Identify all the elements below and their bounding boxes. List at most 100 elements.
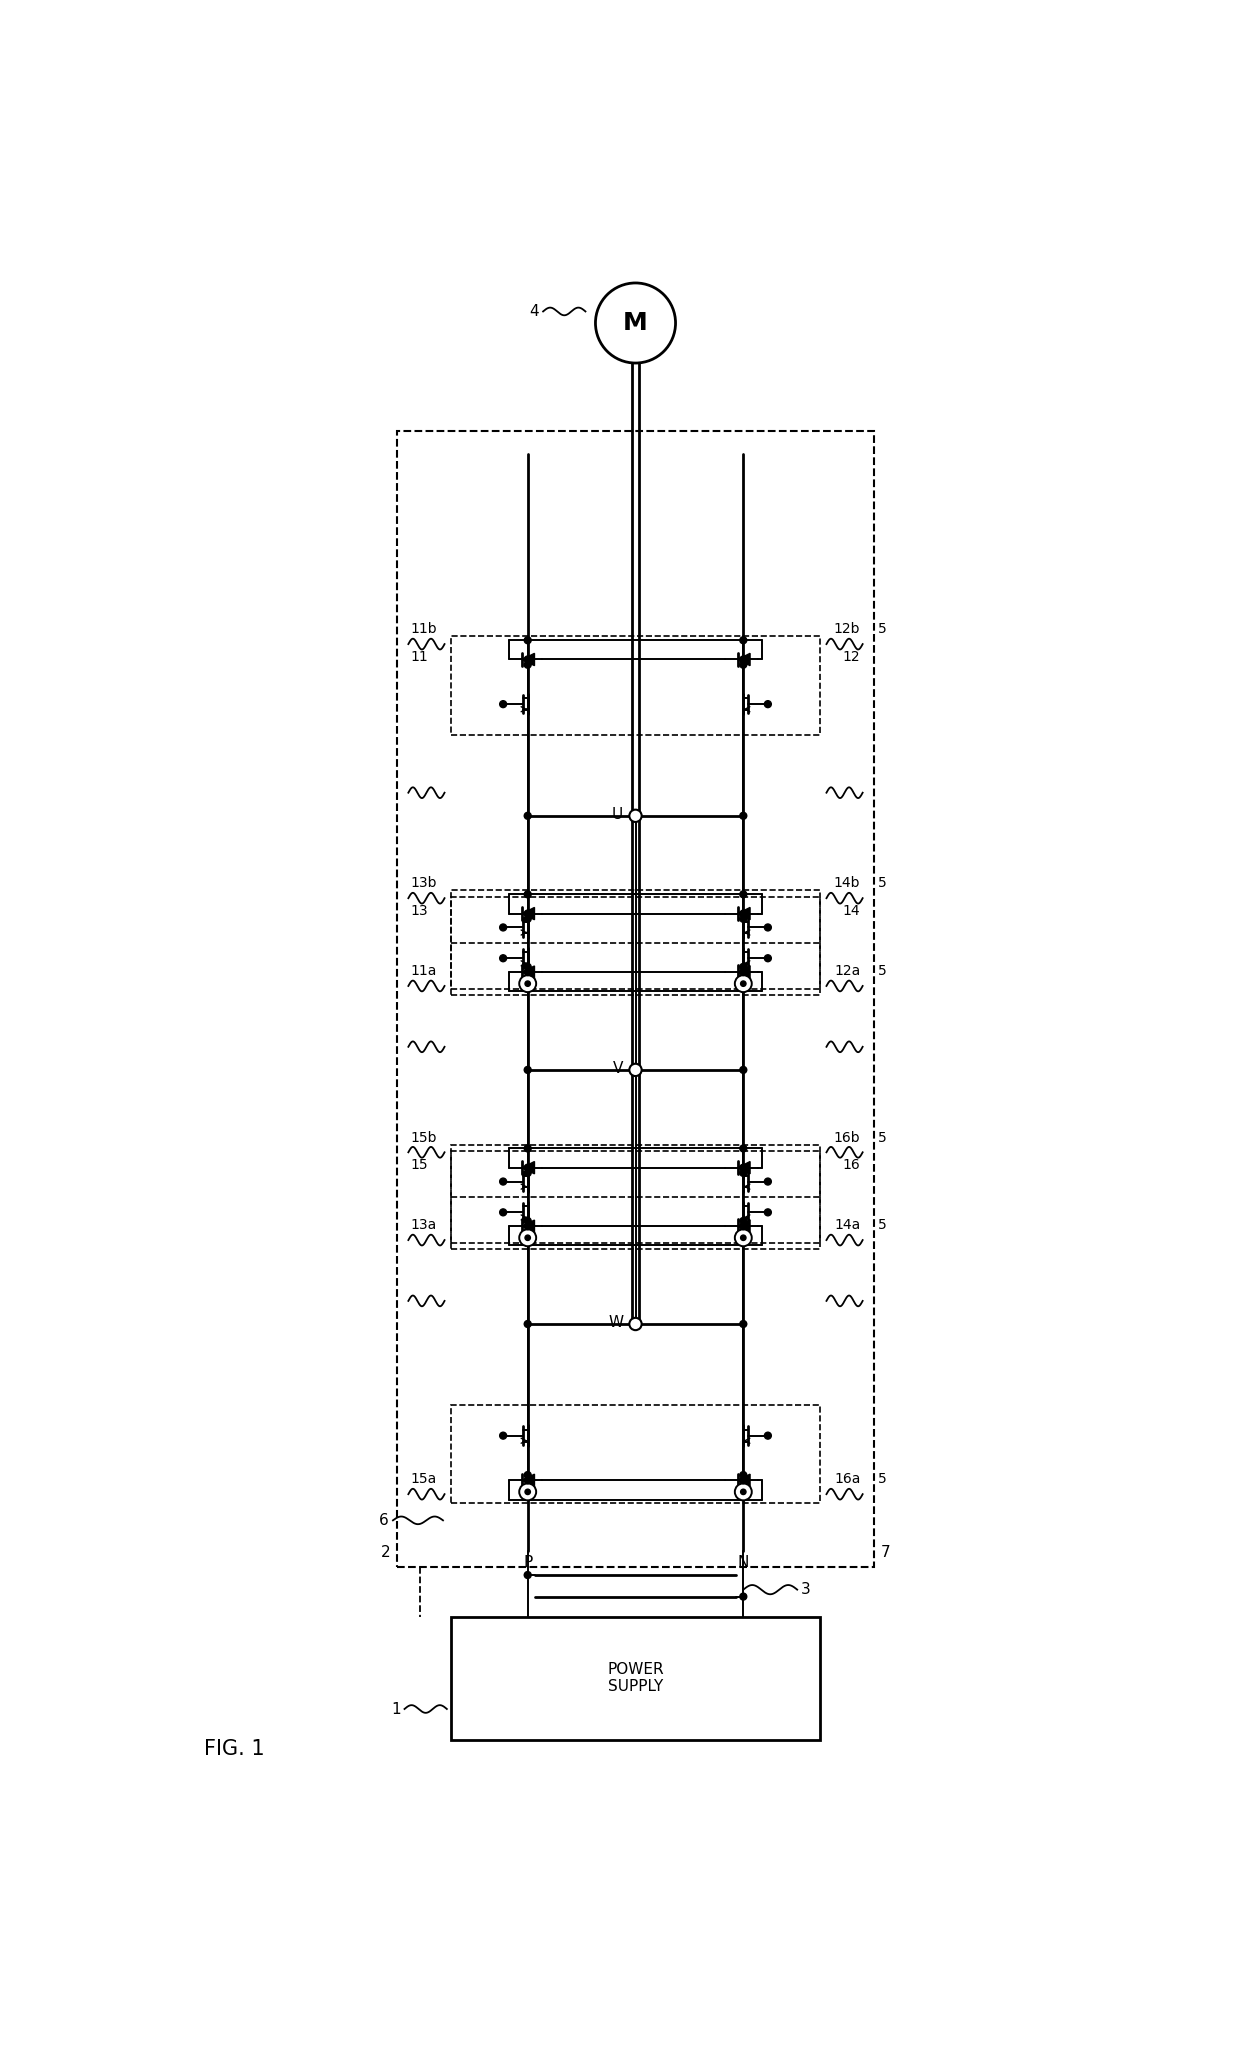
Circle shape bbox=[740, 1320, 746, 1328]
Circle shape bbox=[740, 656, 746, 662]
Circle shape bbox=[740, 1222, 746, 1230]
Circle shape bbox=[764, 1210, 771, 1216]
Circle shape bbox=[500, 1179, 507, 1185]
Circle shape bbox=[630, 810, 641, 822]
Circle shape bbox=[595, 283, 676, 363]
Circle shape bbox=[764, 925, 771, 931]
Circle shape bbox=[525, 1222, 531, 1230]
Bar bbox=[450, 636, 821, 736]
Circle shape bbox=[740, 982, 746, 986]
Text: 13a: 13a bbox=[410, 1218, 436, 1232]
Circle shape bbox=[740, 1146, 746, 1152]
Circle shape bbox=[500, 1210, 507, 1216]
Polygon shape bbox=[522, 1220, 534, 1232]
Text: U: U bbox=[611, 808, 624, 822]
Circle shape bbox=[525, 1066, 531, 1074]
Text: 11: 11 bbox=[410, 650, 428, 664]
Circle shape bbox=[740, 1164, 746, 1171]
Text: 11b: 11b bbox=[410, 623, 438, 636]
Polygon shape bbox=[522, 654, 534, 666]
Circle shape bbox=[740, 1488, 746, 1494]
Circle shape bbox=[500, 955, 507, 961]
Circle shape bbox=[740, 916, 746, 922]
Text: 15a: 15a bbox=[410, 1472, 436, 1486]
Bar bbox=[397, 430, 874, 1566]
Circle shape bbox=[740, 1218, 746, 1224]
Circle shape bbox=[764, 955, 771, 961]
Text: 12b: 12b bbox=[833, 623, 861, 636]
Circle shape bbox=[525, 1476, 531, 1484]
Text: 5: 5 bbox=[878, 877, 887, 890]
Circle shape bbox=[525, 964, 531, 970]
Polygon shape bbox=[738, 1474, 750, 1486]
Text: V: V bbox=[613, 1060, 624, 1076]
Text: 14a: 14a bbox=[835, 1218, 861, 1232]
Circle shape bbox=[525, 1572, 531, 1579]
Circle shape bbox=[740, 1168, 746, 1177]
Circle shape bbox=[764, 1179, 771, 1185]
Bar bbox=[450, 890, 821, 988]
Text: 5: 5 bbox=[878, 1132, 887, 1144]
Text: 5: 5 bbox=[878, 1218, 887, 1232]
Circle shape bbox=[525, 812, 531, 820]
Circle shape bbox=[740, 1476, 746, 1484]
Circle shape bbox=[735, 1484, 751, 1501]
Text: 16b: 16b bbox=[833, 1132, 861, 1144]
Circle shape bbox=[740, 1066, 746, 1074]
Bar bbox=[450, 896, 821, 994]
Circle shape bbox=[525, 662, 531, 668]
Polygon shape bbox=[738, 1220, 750, 1232]
Circle shape bbox=[525, 970, 531, 976]
Bar bbox=[450, 1617, 821, 1740]
Bar bbox=[450, 1144, 821, 1242]
Text: FIG. 1: FIG. 1 bbox=[205, 1738, 265, 1759]
Circle shape bbox=[740, 964, 746, 970]
Circle shape bbox=[764, 701, 771, 707]
Circle shape bbox=[740, 1593, 746, 1601]
Text: 5: 5 bbox=[878, 623, 887, 636]
Text: 12a: 12a bbox=[835, 964, 861, 978]
Text: P: P bbox=[523, 1556, 532, 1570]
Circle shape bbox=[525, 1218, 531, 1224]
Circle shape bbox=[520, 1230, 536, 1246]
Text: 1: 1 bbox=[391, 1702, 401, 1716]
Text: 11a: 11a bbox=[410, 964, 436, 978]
Circle shape bbox=[764, 1433, 771, 1439]
Text: 14: 14 bbox=[843, 904, 861, 918]
Circle shape bbox=[525, 1168, 531, 1177]
Text: M: M bbox=[624, 312, 647, 334]
Text: 15: 15 bbox=[410, 1158, 428, 1173]
Bar bbox=[450, 1404, 821, 1503]
Text: 13b: 13b bbox=[410, 877, 438, 890]
Polygon shape bbox=[738, 908, 750, 920]
Text: 12: 12 bbox=[843, 650, 861, 664]
Polygon shape bbox=[522, 908, 534, 920]
Circle shape bbox=[735, 1230, 751, 1246]
Circle shape bbox=[525, 892, 531, 898]
Polygon shape bbox=[738, 966, 750, 978]
Circle shape bbox=[740, 812, 746, 820]
Text: 4: 4 bbox=[529, 303, 539, 320]
Bar bbox=[450, 1150, 821, 1248]
Circle shape bbox=[525, 1146, 531, 1152]
Text: POWER
SUPPLY: POWER SUPPLY bbox=[608, 1663, 663, 1695]
Polygon shape bbox=[522, 1474, 534, 1486]
Circle shape bbox=[740, 662, 746, 668]
Circle shape bbox=[525, 982, 531, 986]
Polygon shape bbox=[522, 1162, 534, 1175]
Circle shape bbox=[500, 1433, 507, 1439]
Circle shape bbox=[740, 1234, 746, 1240]
Circle shape bbox=[525, 1488, 531, 1494]
Circle shape bbox=[630, 1064, 641, 1076]
Text: 2: 2 bbox=[381, 1546, 391, 1560]
Circle shape bbox=[525, 1234, 531, 1240]
Text: 3: 3 bbox=[801, 1583, 811, 1597]
Text: 5: 5 bbox=[878, 1472, 887, 1486]
Circle shape bbox=[500, 701, 507, 707]
Text: N: N bbox=[738, 1556, 749, 1570]
Polygon shape bbox=[738, 654, 750, 666]
Circle shape bbox=[740, 892, 746, 898]
Text: 5: 5 bbox=[878, 964, 887, 978]
Circle shape bbox=[500, 925, 507, 931]
Text: 13: 13 bbox=[410, 904, 428, 918]
